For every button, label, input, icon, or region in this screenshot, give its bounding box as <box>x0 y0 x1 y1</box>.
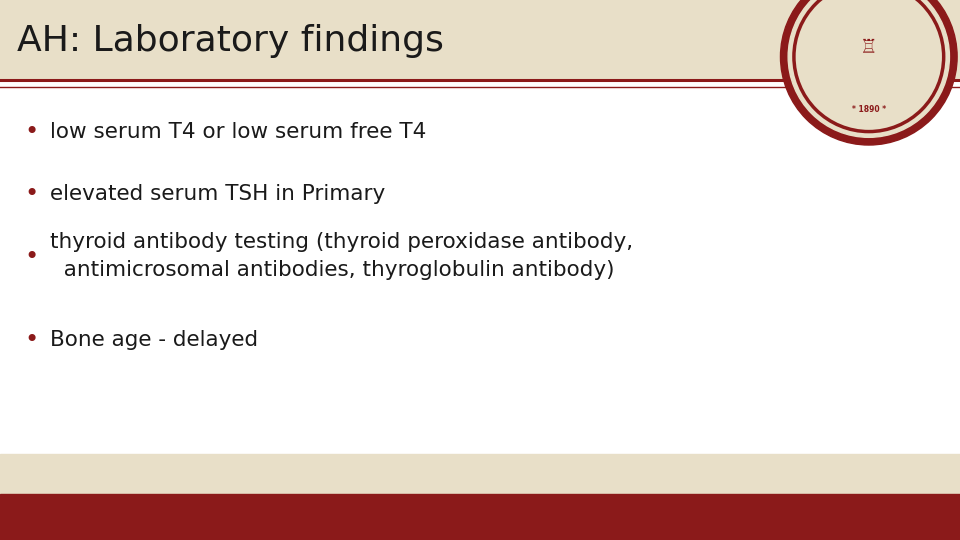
Text: low serum T4 or low serum free T4: low serum T4 or low serum free T4 <box>50 122 426 143</box>
Bar <box>0 454 960 494</box>
Ellipse shape <box>780 0 957 145</box>
Text: •: • <box>24 120 38 144</box>
Ellipse shape <box>788 0 949 137</box>
Text: elevated serum TSH in Primary: elevated serum TSH in Primary <box>50 184 385 205</box>
Text: •: • <box>24 328 38 352</box>
Text: ♖: ♖ <box>860 38 877 57</box>
Text: AH: Laboratory findings: AH: Laboratory findings <box>17 24 444 57</box>
Text: •: • <box>24 245 38 268</box>
Text: Bone age - delayed: Bone age - delayed <box>50 330 258 350</box>
Bar <box>0 494 960 540</box>
Ellipse shape <box>804 0 934 122</box>
Text: thyroid antibody testing (thyroid peroxidase antibody,
  antimicrosomal antibodi: thyroid antibody testing (thyroid peroxi… <box>50 233 633 280</box>
Text: * 1890 *: * 1890 * <box>852 105 886 114</box>
Bar <box>0 0 960 78</box>
Text: •: • <box>24 183 38 206</box>
